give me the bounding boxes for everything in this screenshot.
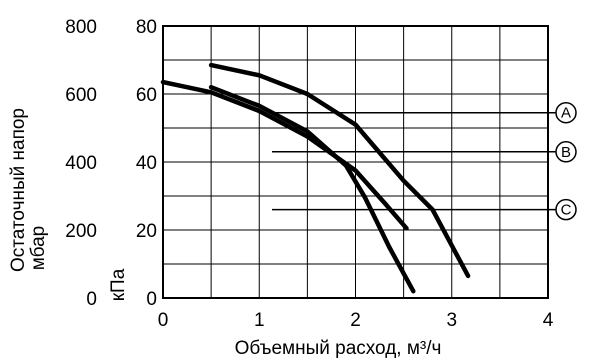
x-tick-label: 1 [254,310,265,331]
y-tick-label-kpa: 20 [136,221,157,242]
pump-curves [160,62,471,294]
y-tick-label-mbar: 200 [65,221,97,242]
y-tick-label-kpa: 0 [146,289,157,310]
callout-circle-a [555,101,577,124]
callout-label-a: A [561,105,571,122]
y-tick-label-mbar: 600 [65,85,97,106]
y-tick-label-mbar: 400 [65,153,97,174]
x-tick-label: 2 [350,310,361,331]
y-axis-ticks-kpa: 0 20 40 60 80 [136,17,157,310]
y-tick-label-mbar: 0 [86,289,97,310]
x-tick-label: 3 [446,310,457,331]
x-tick-label: 0 [158,310,169,331]
y-tick-label-kpa: 40 [136,153,157,174]
callout-label-b: B [561,144,571,161]
curve-callouts: A B C [272,101,577,221]
x-axis-label: Объемный расход, м³/ч [235,338,442,359]
y-tick-label-mbar: 800 [65,17,97,38]
y-axis-ticks-mbar: 0 200 400 600 800 [65,17,97,310]
callout-label-c: C [561,202,572,219]
y-axis-unit-mbar: мбар [28,226,49,270]
y-tick-label-kpa: 60 [136,85,157,106]
y-axis-label: Остаточный напор [8,108,29,272]
curve-b [160,79,409,231]
x-tick-label: 4 [543,310,554,331]
plot-frame [162,25,549,299]
x-axis-ticks: 0 1 2 3 4 [158,310,554,331]
curve-c [208,84,416,294]
chart-grid [163,26,548,298]
callout-circle-c [555,198,577,221]
y-tick-label-kpa: 80 [136,17,157,38]
curve-a [208,62,471,279]
y-axis-unit-kpa: кПа [108,268,129,301]
callout-circle-b [555,141,577,163]
